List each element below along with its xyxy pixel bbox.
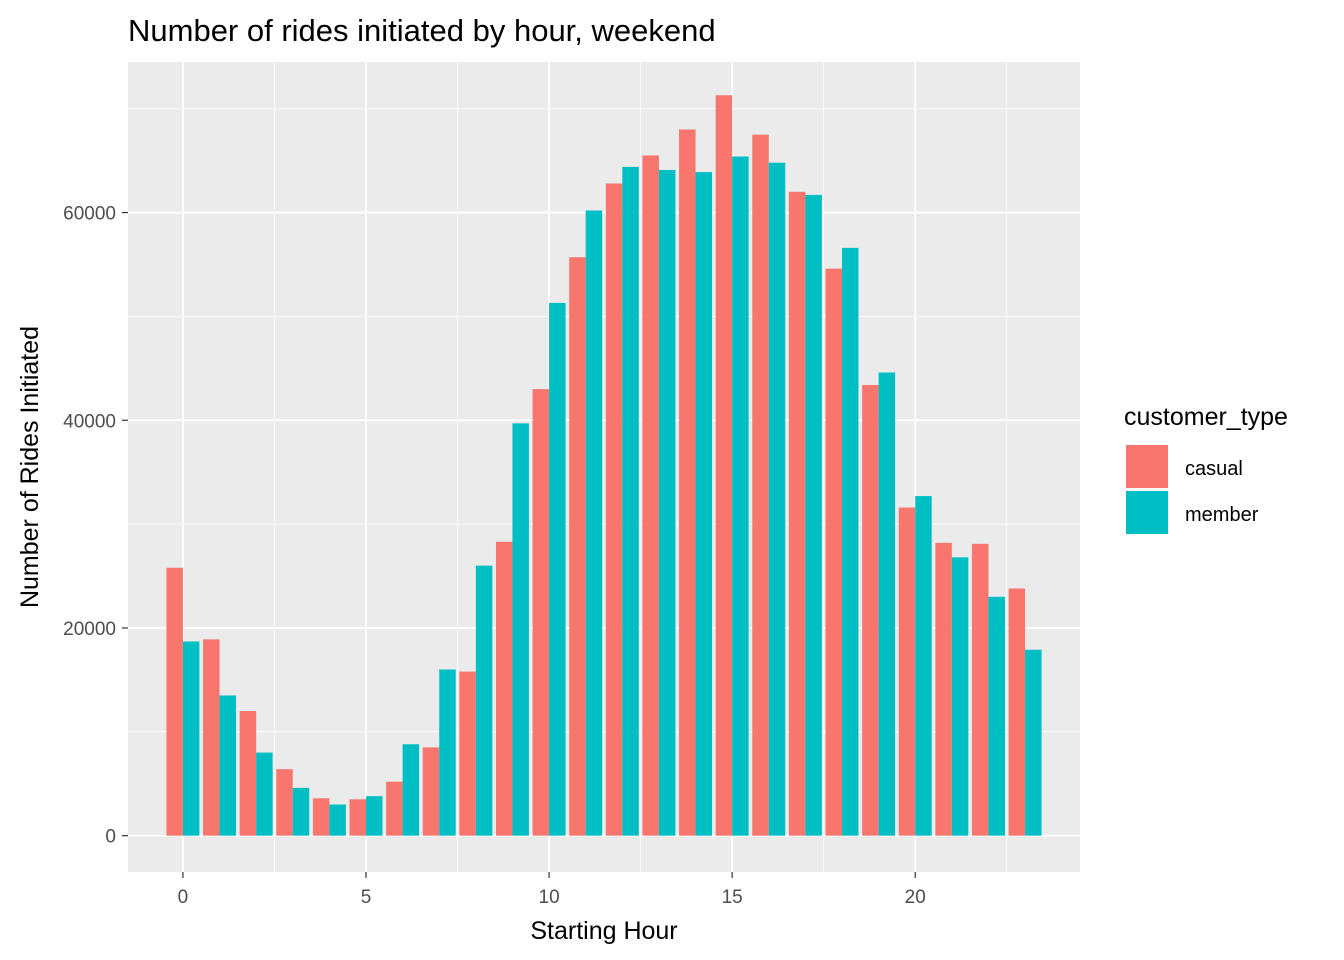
bar-casual-10 xyxy=(532,389,550,836)
bar-member-2 xyxy=(256,752,273,836)
x-axis-title: Starting Hour xyxy=(530,917,677,945)
bar-casual-2 xyxy=(239,711,257,836)
bar-casual-4 xyxy=(312,798,330,836)
bar-member-3 xyxy=(292,787,310,836)
bar-member-17 xyxy=(805,194,822,836)
y-tick-label: 40000 xyxy=(63,411,116,432)
legend-label-casual: casual xyxy=(1185,458,1243,480)
bar-casual-0 xyxy=(166,567,183,836)
bar-member-16 xyxy=(768,162,786,836)
bar-casual-13 xyxy=(642,155,659,836)
bar-member-20 xyxy=(915,496,932,836)
y-tick-label: 60000 xyxy=(63,204,116,225)
legend-key-casual xyxy=(1126,445,1168,488)
bar-casual-18 xyxy=(825,268,842,836)
bar-member-1 xyxy=(219,695,237,836)
bar-member-8 xyxy=(475,565,493,836)
x-tick-label: 0 xyxy=(178,887,189,908)
y-tick-label: 20000 xyxy=(63,619,116,640)
bar-member-0 xyxy=(182,641,200,836)
bar-member-21 xyxy=(951,557,969,836)
minor-gridlines xyxy=(128,62,1080,872)
x-tick-label: 20 xyxy=(905,887,926,908)
bar-member-7 xyxy=(439,669,456,836)
bar-member-5 xyxy=(366,796,383,836)
bar-casual-16 xyxy=(752,134,769,836)
x-tick-label: 10 xyxy=(539,887,560,908)
bar-casual-14 xyxy=(679,129,696,836)
bar-casual-11 xyxy=(569,257,586,836)
bar-casual-19 xyxy=(862,384,879,836)
bar-member-4 xyxy=(329,804,346,836)
bar-casual-5 xyxy=(349,799,366,836)
bar-member-19 xyxy=(878,372,896,836)
bar-member-22 xyxy=(988,596,1005,836)
x-axis: 0 5 10 15 20 xyxy=(178,872,926,908)
bar-casual-8 xyxy=(459,671,476,836)
bar-casual-3 xyxy=(276,769,293,836)
legend: customer_type casual member xyxy=(1124,403,1288,534)
bars xyxy=(166,95,1042,836)
bar-casual-9 xyxy=(495,541,513,836)
chart-title: Number of rides initiated by hour, weeke… xyxy=(128,13,716,48)
legend-title: customer_type xyxy=(1124,403,1288,431)
bar-casual-22 xyxy=(971,543,989,836)
bar-casual-12 xyxy=(605,183,623,836)
bar-member-14 xyxy=(695,172,713,836)
x-tick-label: 5 xyxy=(361,887,372,908)
bar-casual-1 xyxy=(203,639,220,836)
legend-key-member xyxy=(1126,491,1168,534)
bar-member-10 xyxy=(549,302,566,836)
y-axis: 0 20000 40000 60000 xyxy=(63,204,128,848)
bar-member-6 xyxy=(402,744,420,836)
y-axis-title: Number of Rides Initiated xyxy=(16,326,44,608)
bar-casual-20 xyxy=(898,507,916,836)
bar-member-12 xyxy=(622,166,639,836)
bar-casual-7 xyxy=(422,747,440,836)
x-tick-label: 15 xyxy=(722,887,743,908)
bar-casual-6 xyxy=(386,781,403,836)
bar-member-23 xyxy=(1025,649,1042,836)
bar-member-18 xyxy=(842,247,859,836)
bar-member-15 xyxy=(732,156,749,836)
bar-member-13 xyxy=(658,170,676,836)
bar-member-11 xyxy=(585,210,603,836)
bar-member-9 xyxy=(512,423,529,836)
bar-casual-23 xyxy=(1008,588,1026,836)
bar-casual-21 xyxy=(935,542,952,836)
legend-label-member: member xyxy=(1185,504,1259,526)
bar-casual-15 xyxy=(715,95,733,836)
bar-casual-17 xyxy=(788,191,806,836)
y-tick-label: 0 xyxy=(105,827,116,848)
